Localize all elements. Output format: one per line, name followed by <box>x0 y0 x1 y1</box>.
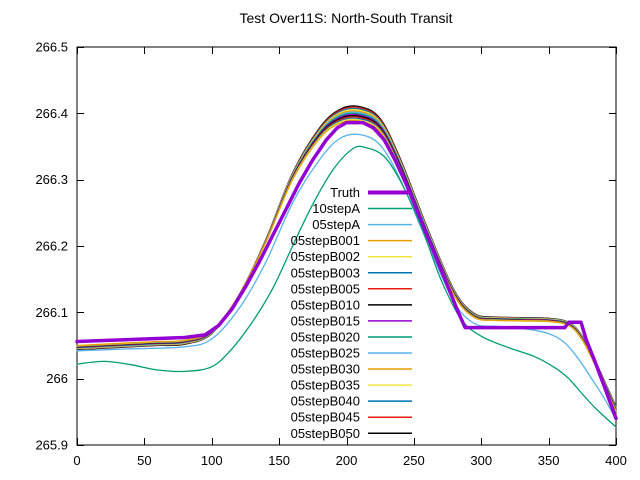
series-line-Truth <box>75 120 618 421</box>
legend-label-05stepA: 05stepA <box>312 217 360 232</box>
x-tick-label: 300 <box>470 453 492 468</box>
x-tick-label: 200 <box>336 453 358 468</box>
legend-label-05stepB045: 05stepB045 <box>291 410 360 425</box>
legend-label-05stepB010: 05stepB010 <box>291 297 360 312</box>
legend-label-05stepB003: 05stepB003 <box>291 265 360 280</box>
legend-label-05stepB035: 05stepB035 <box>291 378 360 393</box>
legend-label-05stepB050: 05stepB050 <box>291 426 360 441</box>
y-tick-label: 266 <box>46 371 68 386</box>
x-tick-label: 0 <box>73 453 80 468</box>
legend-label-10stepA: 10stepA <box>312 201 360 216</box>
legend-label-05stepB040: 05stepB040 <box>291 394 360 409</box>
legend-label-05stepB005: 05stepB005 <box>291 281 360 296</box>
series-line-05stepB001 <box>76 119 617 413</box>
y-tick-label: 266.4 <box>35 106 68 121</box>
legend-label-Truth: Truth <box>330 185 360 200</box>
x-tick-label: 350 <box>538 453 560 468</box>
y-tick-label: 266.5 <box>35 40 68 55</box>
chart-title: Test Over11S: North-South Transit <box>239 10 453 26</box>
legend-label-05stepB015: 05stepB015 <box>291 313 360 328</box>
legend-label-05stepB020: 05stepB020 <box>291 329 360 344</box>
x-tick-label: 250 <box>403 453 425 468</box>
y-tick-label: 266.1 <box>35 305 68 320</box>
legend-label-05stepB030: 05stepB030 <box>291 362 360 377</box>
x-tick-label: 400 <box>605 453 627 468</box>
x-tick-label: 100 <box>201 453 223 468</box>
x-tick-label: 50 <box>137 453 151 468</box>
y-tick-label: 265.9 <box>35 438 68 453</box>
legend-label-05stepB025: 05stepB025 <box>291 346 360 361</box>
y-tick-label: 266.2 <box>35 239 68 254</box>
y-tick-label: 266.3 <box>35 172 68 187</box>
legend-label-05stepB001: 05stepB001 <box>291 233 360 248</box>
series-line-10stepA <box>76 145 617 428</box>
legend-label-05stepB002: 05stepB002 <box>291 249 360 264</box>
x-tick-label: 150 <box>268 453 290 468</box>
